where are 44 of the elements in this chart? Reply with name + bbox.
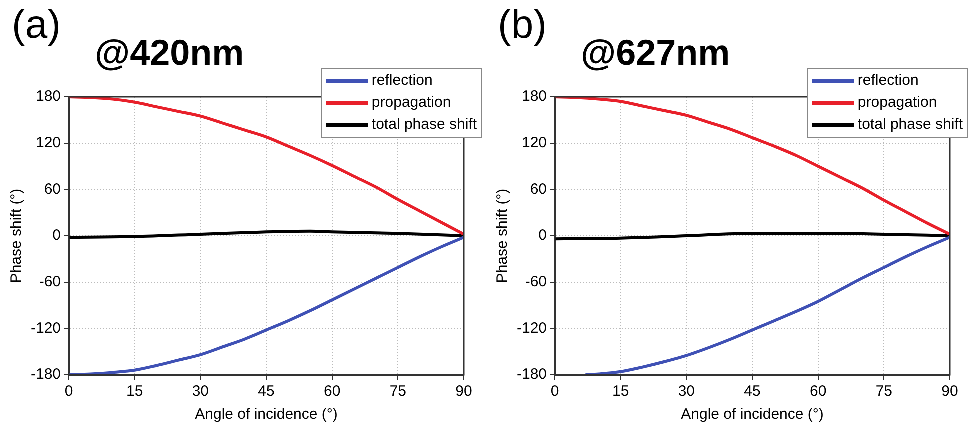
y-tick-label: -60 (39, 273, 62, 290)
line-series (69, 230, 464, 240)
x-tick-label: 45 (744, 383, 761, 400)
y-axis-title: Phase shift (°) (494, 188, 512, 284)
y-tick-label: -180 (30, 366, 62, 384)
x-tick-label: 75 (876, 383, 893, 400)
y-tick-label: 0 (52, 227, 62, 244)
legend-label: propagation (372, 93, 452, 113)
text: (a) (12, 2, 61, 48)
legend-label: total phase shift (858, 115, 963, 135)
y-tick-label: -60 (525, 273, 548, 290)
x-tick-label: 75 (390, 383, 407, 400)
y-tick-label: 180 (36, 88, 62, 106)
y-tick-label: -120 (516, 320, 548, 337)
x-axis-title: Angle of incidence (°) (681, 406, 824, 424)
y-tick-label: 180 (522, 88, 548, 106)
y-tick-label: 60 (530, 180, 548, 198)
x-tick-label: 60 (810, 383, 827, 400)
x-tick-label: 90 (942, 383, 958, 400)
line-series (584, 236, 950, 375)
y-tick-label: -120 (30, 320, 62, 337)
x-tick-label: 45 (258, 383, 275, 400)
y-tick-label: 60 (44, 180, 62, 198)
x-tick-label: 30 (678, 383, 696, 400)
y-tick-label: -180 (516, 366, 548, 384)
x-axis-title: Angle of incidence (°) (195, 406, 338, 424)
y-axis-title: Phase shift (°) (8, 188, 26, 284)
x-tick-label: 30 (192, 383, 210, 400)
x-tick-label: 0 (64, 383, 74, 400)
x-tick-label: 60 (324, 383, 341, 400)
text: (b) (498, 2, 547, 48)
x-tick-label: 0 (550, 383, 560, 400)
x-tick-label: 15 (126, 383, 144, 400)
legend-label: reflection (858, 71, 919, 91)
y-tick-label: 120 (36, 134, 62, 152)
y-tick-label: 120 (522, 134, 548, 152)
y-tick-label: 0 (538, 227, 548, 244)
x-tick-label: 15 (612, 383, 630, 400)
chart-title: @420nm (95, 32, 244, 74)
legend-label: total phase shift (372, 115, 477, 135)
legend-label: reflection (372, 71, 433, 91)
x-tick-label: 90 (456, 383, 472, 400)
legend-label: propagation (858, 93, 938, 113)
chart-title: @627nm (581, 32, 730, 74)
